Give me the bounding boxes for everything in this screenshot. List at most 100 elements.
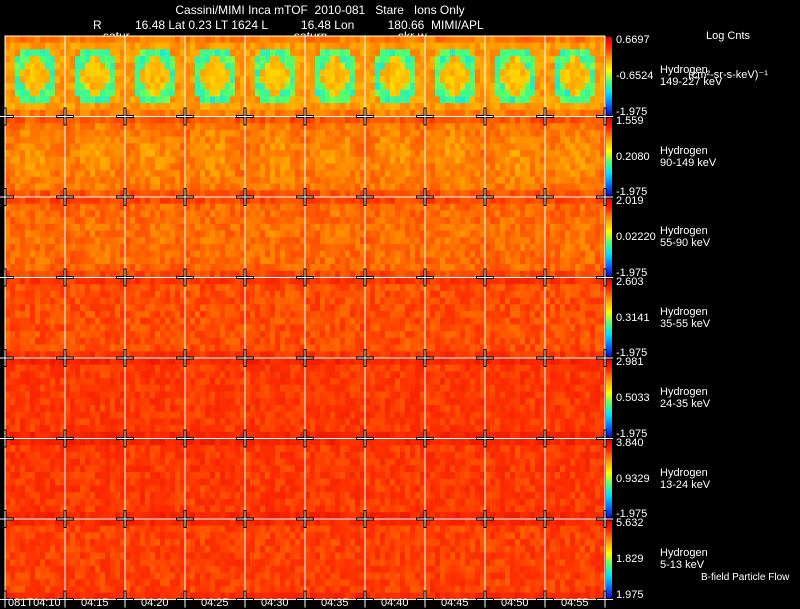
- heat-cell: [230, 223, 236, 232]
- heat-cell: [365, 36, 371, 44]
- heat-cell: [300, 150, 306, 158]
- heat-cell: [520, 243, 526, 252]
- heat-cell: [30, 203, 36, 212]
- heat-cell: [405, 250, 411, 258]
- heat-cell: [105, 109, 111, 118]
- heat-cell: [280, 49, 286, 57]
- heat-cell: [165, 82, 171, 91]
- heat-cell: [445, 116, 451, 124]
- heat-cell: [175, 203, 181, 212]
- heat-cell: [475, 243, 481, 252]
- heat-cell: [175, 257, 181, 265]
- heat-cell: [310, 96, 316, 104]
- heat-cell: [90, 183, 96, 191]
- heat-cell: [45, 223, 51, 232]
- heat-cell: [215, 49, 221, 57]
- heat-cell: [405, 56, 411, 64]
- heat-cell: [580, 116, 586, 124]
- heat-cell: [600, 143, 606, 151]
- heat-cell: [315, 143, 321, 151]
- heat-cell: [275, 42, 281, 51]
- heat-cell: [550, 109, 556, 118]
- heat-cell: [360, 270, 366, 279]
- heat-cell: [70, 190, 76, 198]
- heat-cell: [360, 210, 366, 218]
- heat-cell: [340, 49, 346, 57]
- heat-cell: [340, 203, 346, 212]
- heat-cell: [245, 237, 251, 245]
- heat-cell: [260, 230, 266, 238]
- heat-cell: [400, 203, 406, 212]
- heat-cell: [200, 170, 206, 178]
- heat-cell: [35, 243, 41, 252]
- heat-cell: [565, 56, 571, 64]
- heat-cell: [110, 243, 116, 252]
- heat-cell: [480, 156, 486, 165]
- heat-cell: [80, 49, 86, 57]
- heat-cell: [240, 150, 246, 158]
- heat-cell: [390, 89, 396, 97]
- heat-cell: [315, 210, 321, 218]
- heat-cell: [435, 223, 441, 232]
- heat-cell: [485, 96, 491, 104]
- heat-cell: [480, 82, 486, 91]
- heat-cell: [565, 116, 571, 124]
- heat-cell: [5, 123, 11, 131]
- heat-cell: [375, 62, 381, 71]
- heat-cell: [50, 264, 56, 272]
- heat-cell: [300, 197, 306, 205]
- heat-cell: [110, 156, 116, 165]
- heat-cell: [60, 317, 66, 326]
- heat-cell: [375, 237, 381, 245]
- heat-cell: [565, 89, 571, 97]
- heat-cell: [570, 116, 576, 124]
- heat-cell: [110, 163, 116, 171]
- heat-cell: [35, 190, 41, 198]
- heat-cell: [455, 170, 461, 178]
- heat-cell: [35, 324, 41, 332]
- heat-cell: [305, 264, 311, 272]
- heat-cell: [150, 42, 156, 51]
- heat-cell: [300, 230, 306, 238]
- heat-cell: [515, 190, 521, 198]
- heat-cell: [580, 136, 586, 144]
- heat-cell: [230, 317, 236, 326]
- heat-cell: [100, 116, 106, 124]
- heat-cell: [260, 190, 266, 198]
- heat-cell: [80, 36, 86, 44]
- heat-cell: [100, 156, 106, 165]
- heat-cell: [155, 270, 161, 279]
- heat-cell: [300, 277, 306, 285]
- heat-cell: [15, 264, 21, 272]
- heat-cell: [580, 170, 586, 178]
- heat-cell: [435, 116, 441, 124]
- heat-cell: [580, 210, 586, 218]
- heat-cell: [240, 136, 246, 144]
- heat-cell: [580, 264, 586, 272]
- heat-cell: [180, 49, 186, 57]
- heat-cell: [95, 163, 101, 171]
- heat-cell: [170, 337, 176, 346]
- heat-cell: [370, 76, 376, 84]
- heat-cell: [505, 257, 511, 265]
- heat-cell: [90, 150, 96, 158]
- heat-cell: [515, 103, 521, 111]
- heat-cell: [345, 264, 351, 272]
- heat-cell: [280, 136, 286, 144]
- heat-cell: [590, 109, 596, 118]
- heat-cell: [115, 150, 121, 158]
- heat-cell: [230, 297, 236, 305]
- heat-cell: [500, 217, 506, 225]
- heat-cell: [445, 243, 451, 252]
- heat-cell: [340, 237, 346, 245]
- heat-cell: [185, 62, 191, 71]
- heat-cell: [210, 49, 216, 57]
- heat-cell: [140, 36, 146, 44]
- heat-cell: [295, 210, 301, 218]
- heat-cell: [235, 331, 241, 339]
- heat-cell: [55, 217, 61, 225]
- heat-cell: [175, 190, 181, 198]
- heat-cell: [170, 264, 176, 272]
- heat-cell: [350, 190, 356, 198]
- heat-cell: [130, 116, 136, 124]
